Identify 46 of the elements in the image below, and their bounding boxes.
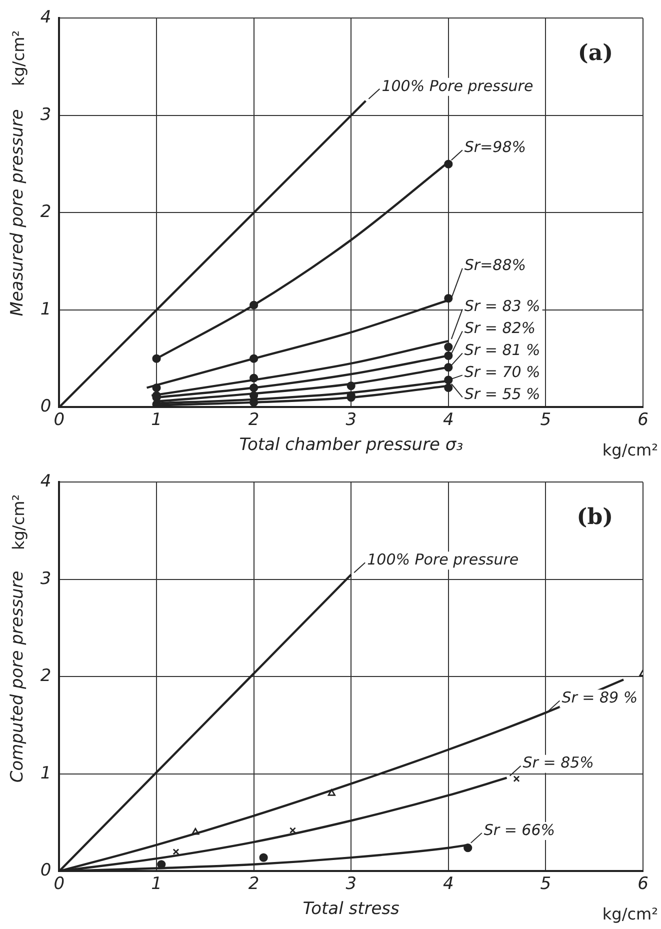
y-tick-label: 1 [40, 763, 52, 784]
text: kg/cm² [9, 494, 28, 550]
y-tick-label: 4 [40, 472, 52, 492]
legend-label: Sr = 66% [484, 820, 556, 839]
legend-label: Sr = 89 % [562, 688, 638, 707]
y-tick-label: 2 [40, 202, 52, 222]
x-axis-title: Total stress [302, 899, 400, 920]
y-tick-label: 4 [40, 8, 52, 28]
x-tick-label: 6 [638, 410, 649, 430]
legend-label: Sr = 82% [464, 319, 536, 338]
text: Sr = 83 % [464, 297, 540, 316]
x-tick-label: 6 [638, 874, 649, 894]
x-tick-label: 1 [151, 874, 162, 894]
text: kg/cm² [602, 440, 658, 460]
x-tick-label: 0 [54, 874, 65, 894]
legend-label: Sr = 70 % [464, 363, 540, 382]
text: (b) [576, 504, 613, 530]
legend-label: Sr = 81 % [464, 341, 540, 360]
y-tick-label: 1 [40, 299, 52, 320]
x-tick-label: 5 [540, 874, 552, 894]
x-tick-label: 4 [442, 410, 454, 430]
text: kg/cm² [602, 904, 658, 924]
legend-label: 100% Pore pressure [382, 76, 534, 95]
x-tick-label: 2 [248, 874, 260, 894]
x-tick-label: 1 [151, 410, 162, 430]
y-tick-label: 0 [40, 860, 52, 881]
legend-label: Sr=98% [464, 138, 526, 156]
y-tick-label: 3 [40, 104, 52, 125]
x-tick-label: 3 [346, 410, 357, 430]
text: (a) [578, 40, 613, 66]
x-tick-label: 2 [248, 410, 260, 430]
x-tick-label: 3 [346, 874, 357, 894]
y-axis-title: Measured pore pressure [8, 109, 28, 316]
y-axis-title: Computed pore pressure [8, 570, 28, 783]
x-tick-label: 5 [540, 410, 552, 430]
text: Sr=88% [464, 256, 526, 274]
legend-label: Sr = 55 % [464, 385, 540, 404]
y-tick-label: 0 [40, 396, 52, 417]
y-tick-label: 3 [40, 568, 52, 589]
y-tick-label: 2 [40, 666, 52, 686]
legend-label: Sr = 85% [522, 754, 594, 772]
x-tick-label: 0 [54, 410, 65, 430]
text: kg/cm² [9, 30, 28, 86]
x-tick-label: 4 [442, 874, 454, 894]
x-axis-title: Total chamber pressure σ₃ [239, 435, 464, 456]
legend-label: 100% Pore pressure [367, 550, 519, 568]
